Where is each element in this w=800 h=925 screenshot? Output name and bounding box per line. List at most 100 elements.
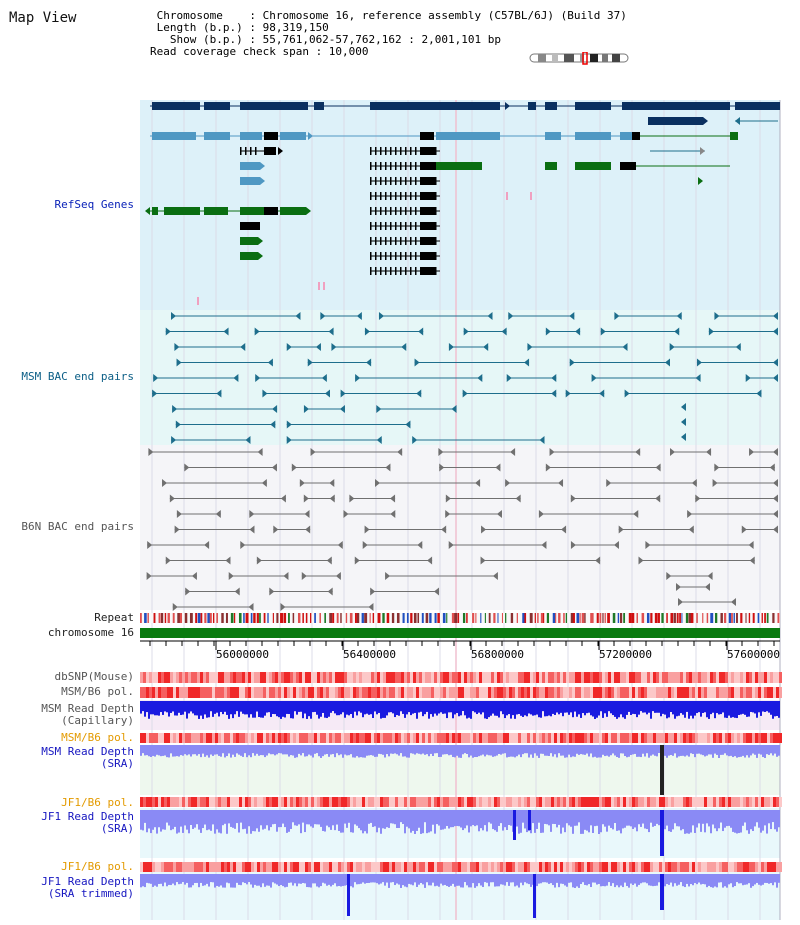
heat-cell — [431, 672, 434, 683]
heat-cell — [218, 862, 221, 872]
depth-bar — [724, 874, 726, 887]
depth-bar — [150, 874, 152, 884]
depth-spike — [660, 810, 664, 856]
heat-cell — [281, 797, 284, 807]
heat-cell — [161, 687, 164, 698]
track-label-msm-b6-pol[interactable]: MSM/B6 pol. — [61, 685, 134, 698]
depth-bar — [396, 701, 398, 716]
heat-cell — [725, 687, 728, 698]
depth-bar — [192, 745, 194, 755]
depth-bar — [306, 701, 308, 719]
repeat-element — [596, 613, 599, 623]
heat-cell — [278, 797, 281, 807]
depth-bar — [256, 810, 258, 829]
depth-bar — [452, 745, 454, 757]
gene-exon-tick — [415, 192, 417, 200]
depth-bar — [700, 701, 702, 717]
depth-bar — [618, 874, 620, 888]
depth-bar — [660, 701, 662, 717]
track-label-msm-bac[interactable]: MSM BAC end pairs — [21, 370, 134, 383]
heat-cell — [767, 672, 770, 683]
heat-cell — [239, 733, 242, 743]
gene-exon-tick — [410, 222, 412, 230]
gene-exon-tick — [410, 267, 412, 275]
track-label-msm-b6-pol-2[interactable]: MSM/B6 pol. — [61, 731, 134, 744]
depth-bar — [410, 745, 412, 754]
depth-bar — [668, 874, 670, 885]
heat-cell — [629, 797, 632, 807]
repeat-element — [402, 613, 405, 623]
repeat-element — [160, 613, 164, 623]
depth-bar — [434, 745, 436, 754]
heat-cell — [191, 797, 194, 807]
depth-bar — [520, 810, 522, 833]
repeat-element — [623, 613, 626, 623]
depth-bar — [242, 874, 244, 883]
depth-bar — [154, 810, 156, 828]
depth-bar — [622, 874, 624, 888]
heat-cell — [635, 687, 638, 698]
track-label-jf1-depth-trimmed[interactable]: JF1 Read Depth — [41, 875, 134, 888]
track-label-b6n-bac[interactable]: B6N BAC end pairs — [21, 520, 134, 533]
heat-cell — [188, 672, 191, 683]
gene-exon — [620, 132, 632, 140]
depth-bar — [534, 810, 536, 833]
gene-exon — [735, 102, 780, 110]
depth-bar — [562, 701, 564, 717]
track-label-refseq[interactable]: RefSeq Genes — [54, 198, 134, 211]
track-label-jf1-b6-pol-2[interactable]: JF1/B6 pol. — [61, 860, 134, 873]
heat-cell — [707, 672, 710, 683]
heat-cell — [395, 687, 398, 698]
depth-bar — [496, 810, 498, 832]
depth-bar — [448, 745, 450, 756]
heat-cell — [443, 797, 446, 807]
depth-bar — [472, 701, 474, 712]
heat-cell — [671, 672, 674, 683]
repeat-element — [349, 613, 353, 623]
heat-cell — [446, 733, 449, 743]
depth-bar — [270, 745, 272, 755]
repeat-element — [688, 613, 691, 623]
heat-cell — [767, 733, 770, 743]
depth-bar — [420, 810, 422, 834]
heat-cell — [605, 797, 608, 807]
depth-bar — [364, 745, 366, 758]
heat-cell — [317, 733, 320, 743]
track-label-dbsnp[interactable]: dbSNP(Mouse) — [54, 670, 134, 683]
track-label-repeat[interactable]: Repeat — [94, 611, 134, 624]
heat-cell — [263, 862, 266, 872]
track-label-jf1-b6-pol[interactable]: JF1/B6 pol. — [61, 796, 134, 809]
track-label-chromosome[interactable]: chromosome 16 — [47, 626, 134, 639]
repeat-element — [336, 613, 339, 623]
depth-bar — [260, 701, 262, 718]
depth-bar — [374, 701, 376, 712]
heat-cell — [668, 672, 671, 683]
heat-cell — [479, 733, 482, 743]
bac-end-arrow — [595, 556, 601, 565]
track-label-msm-depth-capillary[interactable]: MSM Read Depth — [41, 702, 134, 715]
depth-bar — [366, 874, 368, 884]
bac-end-arrow — [613, 541, 619, 549]
depth-bar — [772, 745, 774, 756]
bac-end-arrow — [606, 479, 612, 487]
depth-bar — [276, 874, 278, 885]
depth-bar — [482, 701, 484, 713]
heat-cell — [701, 687, 704, 698]
depth-bar — [748, 701, 750, 717]
depth-bar — [766, 810, 768, 834]
track-label-msm-depth-sra[interactable]: MSM Read Depth — [41, 745, 134, 758]
heat-cell — [638, 862, 641, 872]
chromosome-ideogram[interactable] — [528, 52, 632, 66]
depth-bar — [296, 810, 298, 826]
depth-bar — [360, 874, 362, 884]
strand-arrow — [145, 207, 150, 215]
heat-cell — [641, 797, 644, 807]
bac-end-arrow — [291, 463, 297, 472]
depth-bar — [652, 745, 654, 755]
heat-cell — [368, 672, 371, 683]
depth-bar — [352, 701, 354, 718]
heat-cell — [638, 733, 641, 743]
depth-bar — [546, 810, 548, 825]
track-label-jf1-depth-sra[interactable]: JF1 Read Depth — [41, 810, 134, 823]
